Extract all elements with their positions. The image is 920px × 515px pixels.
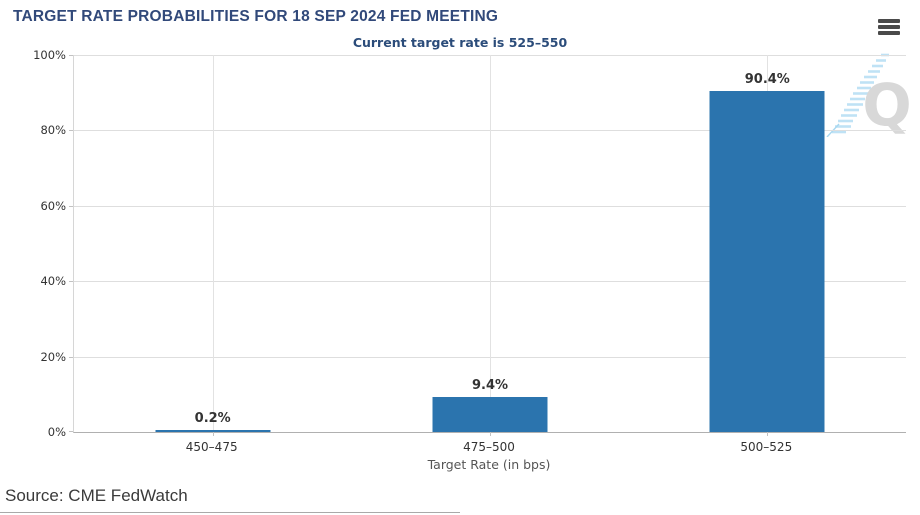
ytick-label-60: 60%	[40, 198, 66, 213]
xtick-label-450-475: 450–475	[185, 440, 238, 454]
bar-450-475[interactable]	[155, 430, 271, 432]
ytick-label-40: 40%	[40, 274, 66, 289]
bar-value-label: 9.4%	[471, 377, 509, 393]
bar-475-500[interactable]	[432, 396, 548, 432]
gridline-cat-2	[490, 55, 491, 432]
bar-value-label: 0.2%	[194, 411, 231, 426]
ytick-mark	[69, 130, 73, 132]
bar-group-475-500: 9.4%	[432, 377, 548, 432]
chart-subtitle: Current target rate is 525–550	[352, 35, 568, 50]
ytick-label-20: 20%	[40, 349, 66, 364]
bar-group-500-525: 90.4%	[709, 72, 825, 432]
ytick-mark	[69, 281, 73, 283]
x-axis-title: Target Rate (in bps)	[427, 457, 551, 472]
xtick-mark	[767, 432, 769, 436]
xtick-mark	[212, 432, 214, 436]
xtick-label-500-525: 500–525	[740, 440, 793, 454]
hamburger-menu-icon[interactable]	[878, 19, 900, 35]
ytick-label-0: 0%	[47, 425, 66, 439]
bar-group-450-475: 0.2%	[155, 411, 271, 432]
gridline-cat-1	[212, 55, 214, 432]
plot-area: 0.2% 9.4% 90.4%	[69, 55, 906, 436]
xtick-label-475-500: 475–500	[463, 440, 515, 454]
bar-value-label: 90.4%	[744, 72, 790, 88]
source-credit: Source: CME FedWatch	[5, 486, 188, 505]
chart-title: TARGET RATE PROBABILITIES FOR 18 SEP 202…	[13, 8, 499, 25]
ytick-mark	[69, 55, 73, 56]
bottom-divider	[0, 512, 460, 513]
ytick-label-80: 80%	[40, 123, 66, 138]
ytick-mark	[69, 356, 73, 358]
ytick-mark	[69, 205, 73, 207]
ytick-mark	[69, 431, 73, 432]
bar-500-525[interactable]	[709, 91, 825, 432]
xtick-mark	[490, 432, 491, 436]
ytick-label-100: 100%	[33, 48, 66, 62]
